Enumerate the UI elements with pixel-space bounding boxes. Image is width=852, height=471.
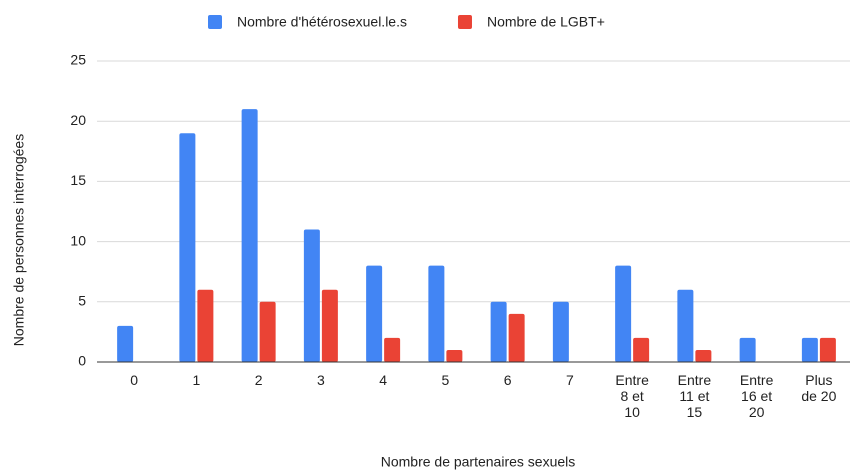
x-tick-label: 0	[130, 372, 138, 388]
bar	[366, 265, 383, 362]
y-tick-label: 5	[78, 293, 86, 309]
bar	[179, 133, 196, 362]
x-tick-line: de 20	[801, 388, 836, 404]
bar	[490, 301, 507, 362]
x-tick-line: 8 et	[620, 388, 643, 404]
y-tick-label: 10	[70, 232, 86, 248]
y-axis-title: Nombre de personnes interrogées	[11, 134, 27, 346]
x-tick-label: 5	[441, 372, 449, 388]
legend-swatch	[208, 15, 222, 29]
bar	[552, 301, 569, 362]
x-tick-line: 6	[504, 372, 512, 388]
x-tick-line: 7	[566, 372, 574, 388]
x-tick-label: Entre 8 et 10	[615, 372, 649, 420]
x-tick-line: 3	[317, 372, 325, 388]
bar	[819, 337, 836, 362]
bar	[384, 337, 401, 362]
bar	[303, 229, 320, 362]
bar	[428, 265, 445, 362]
x-tick-line: 10	[624, 404, 640, 420]
bar	[695, 349, 712, 362]
y-tick-label: 25	[70, 52, 86, 68]
bar	[259, 301, 276, 362]
legend-swatch	[457, 15, 472, 29]
x-tick-label: 2	[255, 372, 263, 388]
x-tick-label: 6	[504, 372, 512, 388]
bar	[615, 265, 632, 362]
x-tick-line: 5	[441, 372, 449, 388]
x-tick-label: 7	[566, 372, 574, 388]
bar	[801, 337, 818, 362]
bar	[117, 325, 134, 362]
y-tick-label: 15	[70, 172, 86, 188]
x-tick-line: 0	[130, 372, 138, 388]
bar	[677, 289, 694, 362]
x-tick-label: 4	[379, 372, 387, 388]
bar	[446, 349, 463, 362]
x-tick-line: 1	[192, 372, 200, 388]
legend-label: Nombre de LGBT+	[487, 14, 605, 30]
x-axis-title: Nombre de partenaires sexuels	[381, 454, 576, 470]
x-tick-line: Entre	[615, 372, 649, 388]
x-tick-label: Plus de 20	[801, 372, 836, 404]
bar	[633, 337, 650, 362]
bar	[321, 289, 338, 362]
x-tick-label: Entre 16 et 20	[740, 372, 774, 420]
y-tick-label: 20	[70, 112, 86, 128]
bar	[508, 313, 525, 362]
y-tick-label: 0	[78, 353, 86, 369]
x-tick-line: 20	[749, 404, 765, 420]
bar	[739, 337, 756, 362]
x-tick-line: 11 et	[679, 388, 709, 404]
x-tick-label: 3	[317, 372, 325, 388]
x-tick-line: Entre	[678, 372, 712, 388]
bar	[197, 289, 214, 362]
x-tick-label: 1	[192, 372, 200, 388]
x-tick-line: Plus	[805, 372, 832, 388]
bar	[241, 109, 258, 362]
x-tick-label: Entre 11 et 15	[678, 372, 712, 420]
x-tick-line: 4	[379, 372, 387, 388]
x-tick-line: 16 et	[741, 388, 772, 404]
x-tick-line: 2	[255, 372, 263, 388]
x-tick-line: 15	[687, 404, 703, 420]
x-tick-line: Entre	[740, 372, 774, 388]
legend-label: Nombre d'hétérosexuel.le.s	[237, 14, 407, 30]
